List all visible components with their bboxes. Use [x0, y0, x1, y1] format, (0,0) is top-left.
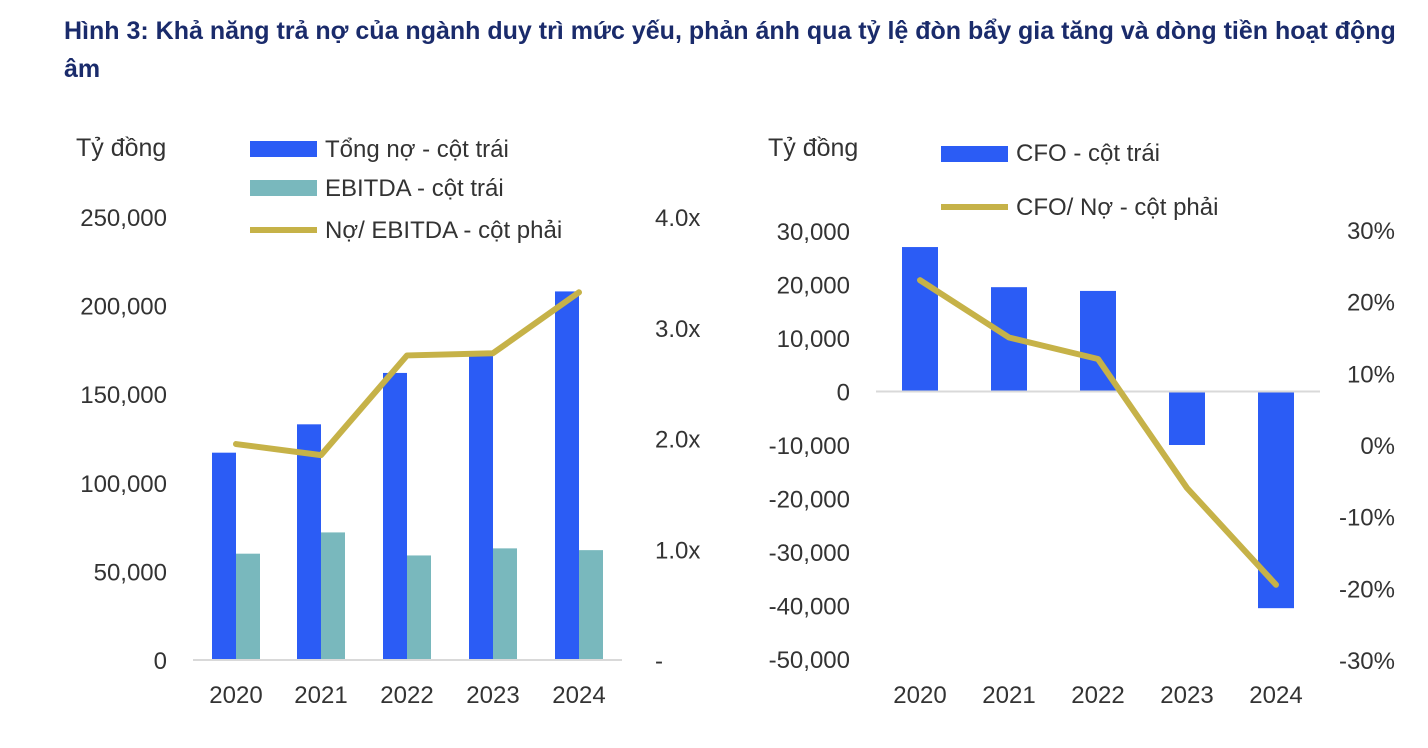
right-axis-tick-label: 3.0x	[655, 316, 700, 343]
debt-bar	[383, 372, 407, 660]
x-axis-tick-label: 2020	[209, 682, 262, 709]
cfo-bar	[1169, 391, 1205, 445]
left-axis-tick-label: 0	[837, 380, 850, 407]
right-axis-tick-label: -10%	[1339, 505, 1395, 532]
left-axis-tick-label: -10,000	[769, 433, 850, 460]
ebitda-bar	[407, 555, 431, 660]
left-axis-tick-label: -40,000	[769, 594, 850, 621]
left-axis-tick-label: 50,000	[94, 559, 167, 586]
legend-label-ratio: Nợ/ EBITDA - cột phải	[325, 217, 562, 244]
x-axis-tick-label: 2022	[1071, 682, 1124, 709]
legend-swatch-ebitda	[250, 180, 317, 196]
left-axis-tick-label: 0	[154, 648, 167, 675]
leverage-chart: 0 50,000 100,000 150,000 200,000 250,000 - 1.0x…	[76, 134, 700, 709]
ebitda-bar	[493, 548, 517, 660]
right-axis-tick-label: 0%	[1360, 433, 1395, 460]
ebitda-bar	[579, 550, 603, 660]
left-axis-tick-label: -50,000	[769, 647, 850, 674]
cfo-bar	[902, 247, 938, 392]
unit-label: Tỷ đồng	[76, 134, 166, 162]
right-axis-tick-label: 4.0x	[655, 205, 700, 232]
legend-label-debt: Tổng nợ - cột trái	[325, 136, 509, 163]
debt-bar	[469, 355, 493, 660]
legend-swatch-cfo	[941, 146, 1008, 162]
left-axis-tick-label: -20,000	[769, 487, 850, 514]
cfo-bar	[1258, 391, 1294, 609]
left-axis-tick-label: 150,000	[80, 382, 167, 409]
ebitda-bar	[236, 553, 260, 660]
debt-bar	[555, 291, 579, 660]
left-axis-tick-label: 100,000	[80, 471, 167, 498]
right-axis-tick-label: 2.0x	[655, 427, 700, 454]
legend-label-ebitda: EBITDA - cột trái	[325, 175, 504, 202]
legend-label-cfo: CFO - cột trái	[1016, 140, 1160, 167]
unit-label: Tỷ đồng	[768, 134, 858, 162]
ebitda-bar	[321, 532, 345, 660]
right-axis-tick-label: 20%	[1347, 290, 1395, 317]
left-axis-tick-label: 250,000	[80, 205, 167, 232]
left-axis-tick-label: 10,000	[777, 326, 850, 353]
x-axis-tick-label: 2023	[1160, 682, 1213, 709]
x-axis-tick-label: 2023	[466, 682, 519, 709]
left-axis-tick-label: -30,000	[769, 540, 850, 567]
right-axis-tick-label: -30%	[1339, 648, 1395, 675]
legend-label-cfo-ratio: CFO/ Nợ - cột phải	[1016, 194, 1218, 221]
left-axis-tick-label: 30,000	[777, 219, 850, 246]
x-axis-tick-label: 2024	[1249, 682, 1302, 709]
left-axis-tick-label: 200,000	[80, 294, 167, 321]
x-axis-tick-label: 2022	[380, 682, 433, 709]
x-axis-tick-label: 2024	[552, 682, 605, 709]
figure-title: Hình 3: Khả năng trả nợ của ngành duy tr…	[64, 17, 1396, 83]
right-axis-tick-label: 10%	[1347, 361, 1395, 388]
x-axis-tick-label: 2021	[982, 682, 1035, 709]
right-axis-tick-label: 30%	[1347, 218, 1395, 245]
right-axis-tick-label: -	[655, 648, 663, 675]
debt-bar	[212, 452, 236, 660]
x-axis-tick-label: 2020	[893, 682, 946, 709]
left-axis-tick-label: 20,000	[777, 273, 850, 300]
legend-swatch-debt	[250, 141, 317, 157]
right-axis-tick-label: -20%	[1339, 576, 1395, 603]
debt-ebitda-line	[233, 289, 582, 459]
x-axis-tick-label: 2021	[294, 682, 347, 709]
right-axis-tick-label: 1.0x	[655, 537, 700, 564]
cfo-debt-line	[917, 277, 1279, 588]
debt-bar	[297, 424, 321, 660]
